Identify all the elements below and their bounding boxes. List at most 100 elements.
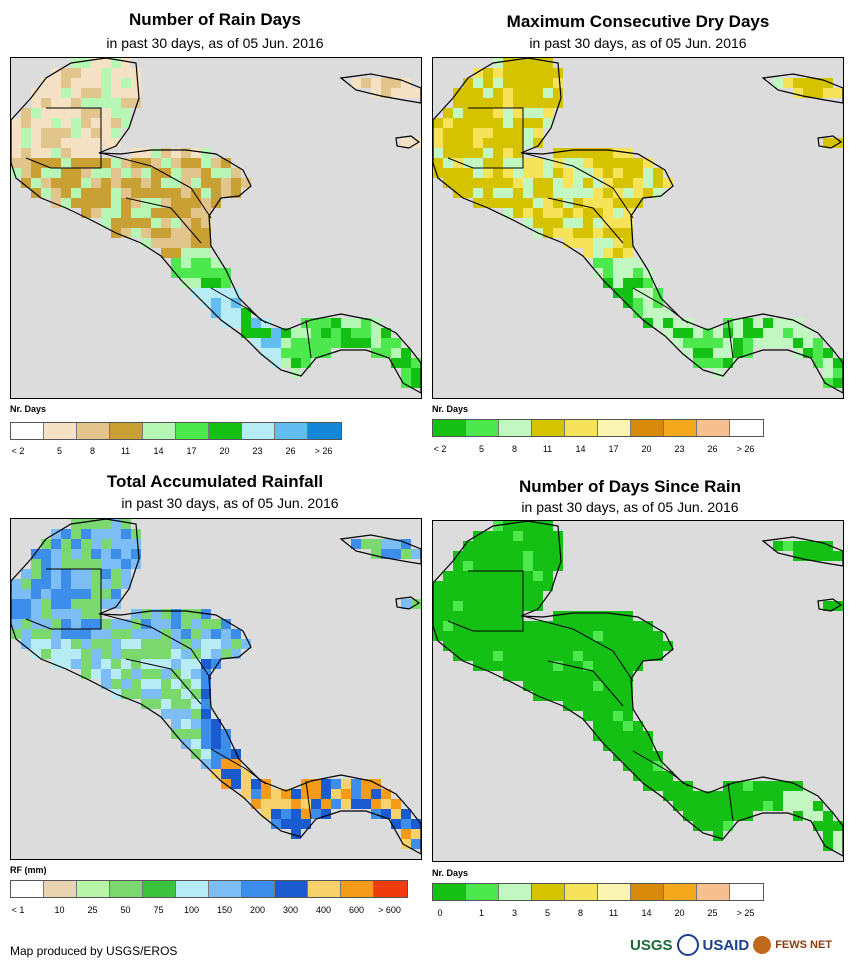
grid-cell — [543, 228, 553, 238]
grid-cell — [41, 569, 51, 579]
grid-cell — [121, 208, 131, 218]
grid-cell — [101, 218, 111, 228]
grid-cell — [191, 659, 201, 669]
grid-cell — [81, 529, 91, 539]
grid-cell — [131, 609, 141, 619]
grid-cell — [703, 811, 713, 821]
grid-cell — [773, 781, 783, 791]
legend-tick: 150 — [216, 905, 233, 915]
grid-cell — [331, 328, 341, 338]
grid-cell — [81, 559, 91, 569]
grid-cell — [463, 168, 473, 178]
grid-cell — [11, 619, 21, 629]
legend-tick: 25 — [707, 908, 718, 918]
grid-cell — [101, 78, 111, 88]
grid-cell — [331, 318, 341, 328]
grid-cell — [523, 58, 533, 68]
grid-cell — [121, 549, 131, 559]
grid-cell — [493, 571, 503, 581]
legend-tick: 25 — [87, 905, 98, 915]
grid-cell — [161, 639, 171, 649]
grid-cell — [563, 631, 573, 641]
grid-cell — [171, 609, 181, 619]
grid-cell — [51, 128, 61, 138]
grid-cell — [633, 751, 643, 761]
legend-tick: 20 — [674, 908, 685, 918]
grid-cell — [151, 208, 161, 218]
grid-cell — [131, 529, 141, 539]
grid-cell — [523, 218, 533, 228]
grid-cell — [131, 148, 141, 158]
grid-cell — [351, 328, 361, 338]
grid-cell — [503, 601, 513, 611]
grid-cell — [131, 98, 141, 108]
grid-cell — [453, 551, 463, 561]
grid-cell — [171, 619, 181, 629]
grid-cell — [231, 298, 241, 308]
grid-cell — [533, 198, 543, 208]
grid-cell — [211, 729, 221, 739]
legend-swatches — [10, 880, 408, 898]
grid-cell — [131, 198, 141, 208]
grid-cell — [111, 569, 121, 579]
grid-cell — [613, 208, 623, 218]
grid-cell — [583, 661, 593, 671]
grid-cell — [463, 621, 473, 631]
grid-cell — [221, 168, 231, 178]
grid-cell — [191, 148, 201, 158]
grid-cell — [683, 801, 693, 811]
grid-cell — [311, 318, 321, 328]
grid-cell — [593, 228, 603, 238]
grid-cell — [793, 78, 803, 88]
grid-cell — [61, 138, 71, 148]
grid-cell — [171, 148, 181, 158]
grid-cell — [463, 541, 473, 551]
grid-cell — [493, 521, 503, 531]
grid-cell — [101, 579, 111, 589]
grid-cell — [111, 629, 121, 639]
grid-cell — [603, 238, 613, 248]
grid-cell — [503, 631, 513, 641]
grid-cell — [543, 188, 553, 198]
legend-swatch — [664, 884, 697, 900]
grid-cell — [493, 98, 503, 108]
grid-cell — [493, 158, 503, 168]
grid-cell — [633, 731, 643, 741]
grid-cell — [361, 789, 371, 799]
grid-cell — [51, 98, 61, 108]
grid-cell — [713, 791, 723, 801]
grid-cell — [311, 789, 321, 799]
grid-cell — [51, 118, 61, 128]
grid-cell — [111, 519, 121, 529]
grid-cell — [513, 541, 523, 551]
grid-cell — [623, 188, 633, 198]
country-border — [305, 319, 312, 359]
grid-cell — [201, 238, 211, 248]
grid-cell — [191, 268, 201, 278]
grid-cell — [51, 629, 61, 639]
grid-cell — [593, 631, 603, 641]
grid-cell — [483, 158, 493, 168]
grid-cell — [51, 78, 61, 88]
grid-cell — [473, 621, 483, 631]
grid-cell — [251, 799, 261, 809]
legend-tick: 14 — [153, 446, 164, 456]
grid-cell — [201, 739, 211, 749]
grid-cell — [61, 78, 71, 88]
grid-cell — [813, 88, 823, 98]
grid-cell — [161, 228, 171, 238]
grid-cell — [753, 781, 763, 791]
grid-cell — [643, 168, 653, 178]
grid-cell — [161, 659, 171, 669]
grid-cell — [311, 328, 321, 338]
grid-cell — [583, 681, 593, 691]
grid-cell — [523, 158, 533, 168]
grid-cell — [503, 188, 513, 198]
grid-cell — [603, 188, 613, 198]
grid-cell — [11, 589, 21, 599]
grid-cell — [201, 749, 211, 759]
grid-cell — [613, 288, 623, 298]
grid-cell — [111, 118, 121, 128]
grid-cell — [503, 521, 513, 531]
grid-cell — [543, 118, 553, 128]
